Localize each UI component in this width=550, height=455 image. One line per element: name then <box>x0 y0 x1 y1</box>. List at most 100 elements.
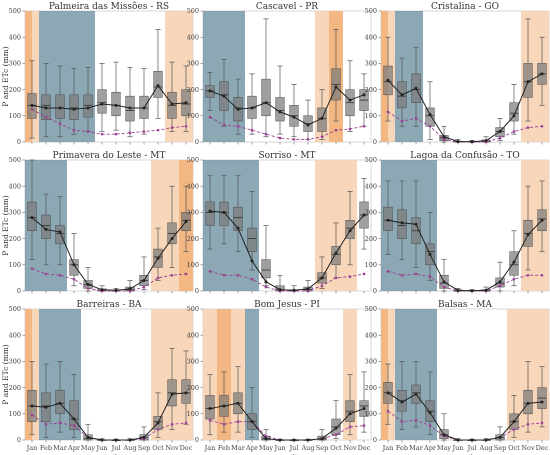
y-tick-label: 500 <box>9 7 21 15</box>
mean-point <box>400 93 404 97</box>
box-iqr <box>247 227 257 252</box>
y-tick-label: 400 <box>187 182 199 190</box>
mean-point <box>170 392 174 396</box>
mean-point <box>306 123 310 127</box>
y-tick-label: 100 <box>187 410 199 418</box>
box <box>97 63 107 132</box>
y-tick-label: 100 <box>9 410 21 418</box>
mean-point <box>456 139 460 143</box>
y-tick-label: 0 <box>373 138 377 146</box>
box <box>83 66 93 132</box>
mean-point <box>44 106 48 110</box>
box <box>69 374 79 438</box>
y-tick-label: 0 <box>195 287 199 295</box>
x-tick-label: Nov <box>521 444 535 452</box>
y-tick-label: 200 <box>9 86 21 94</box>
panel-title: Primavera do Leste - MT <box>53 151 166 161</box>
x-tick-label: Feb <box>218 444 230 452</box>
etc-point <box>512 130 516 133</box>
y-tick-label: 100 <box>365 261 377 269</box>
mean-point <box>208 209 212 213</box>
mean-point <box>442 280 446 284</box>
etc-point <box>222 422 226 426</box>
x-tick-label: Jul <box>467 444 477 452</box>
etc-point <box>400 420 404 423</box>
etc-point <box>208 115 212 119</box>
y-tick-label: 500 <box>187 305 199 313</box>
mean-point <box>320 437 324 441</box>
etc-point <box>264 434 268 438</box>
mean-point <box>236 401 240 405</box>
y-tick-label: 400 <box>365 33 377 41</box>
mean-line <box>31 84 187 110</box>
x-tick-label: Sep <box>138 444 150 452</box>
etc-point <box>86 287 90 290</box>
mean-point <box>278 438 282 442</box>
mean-point <box>208 89 212 93</box>
mean-point <box>128 438 132 442</box>
panel-title: Sorriso - MT <box>258 151 315 161</box>
x-tick-label: Jan <box>382 444 394 452</box>
mean-point <box>306 287 310 291</box>
etc-point <box>526 126 530 129</box>
y-tick-label: 0 <box>17 138 21 146</box>
mean-point <box>292 115 296 119</box>
season-band-peak <box>25 309 32 440</box>
box <box>233 175 243 253</box>
mean-point <box>86 282 90 286</box>
etc-point <box>306 138 310 141</box>
box-iqr <box>97 89 107 114</box>
y-tick-label: 200 <box>365 235 377 243</box>
mean-point <box>512 114 516 118</box>
mean-point <box>86 106 90 110</box>
mean-point <box>540 218 544 222</box>
box-iqr <box>425 107 435 127</box>
etc-point <box>30 107 34 111</box>
x-tick-label: Apr <box>423 444 437 452</box>
mean-point <box>114 438 118 442</box>
etc-point <box>292 138 296 141</box>
etc-point <box>156 428 160 431</box>
etc-line <box>31 108 187 135</box>
y-tick-label: 400 <box>9 331 21 339</box>
mean-point <box>156 84 160 88</box>
y-tick-label: 500 <box>365 7 377 15</box>
etc-point <box>348 127 352 131</box>
x-tick-label: Sep <box>494 444 506 452</box>
etc-point <box>142 285 146 289</box>
etc-point <box>334 276 338 280</box>
mean-point <box>526 233 530 237</box>
mean-point <box>414 222 418 226</box>
panel-title: Palmeira das Missões - RS <box>49 1 169 12</box>
box <box>69 233 79 287</box>
dry-period-band <box>39 11 95 142</box>
mean-point <box>540 400 544 404</box>
y-tick-label: 400 <box>187 33 199 41</box>
mean-point <box>44 227 48 231</box>
mean-point <box>512 420 516 424</box>
panel-title: Balsas - MA <box>438 300 492 310</box>
y-tick-label: 400 <box>9 33 21 41</box>
box-iqr <box>509 102 519 122</box>
mean-point <box>512 260 516 264</box>
mean-point <box>222 94 226 98</box>
mean-point <box>184 391 188 395</box>
box-iqr <box>261 259 271 279</box>
etc-point <box>208 270 212 273</box>
mean-point <box>72 107 76 111</box>
y-tick-label: 500 <box>187 7 199 15</box>
panel-title: Cascavel - PR <box>256 2 318 12</box>
x-tick-label: Mar <box>53 444 68 452</box>
mean-point <box>320 116 324 120</box>
etc-point <box>184 124 188 128</box>
y-tick-label: 400 <box>187 331 199 339</box>
x-tick-label: Aug <box>478 444 492 452</box>
box-iqr <box>69 400 79 430</box>
mean-point <box>264 280 268 284</box>
box-iqr <box>261 78 271 117</box>
y-tick-label: 100 <box>187 112 199 120</box>
etc-point <box>208 419 212 422</box>
etc-point <box>222 273 226 277</box>
mean-line <box>209 210 365 291</box>
etc-line <box>209 270 365 292</box>
